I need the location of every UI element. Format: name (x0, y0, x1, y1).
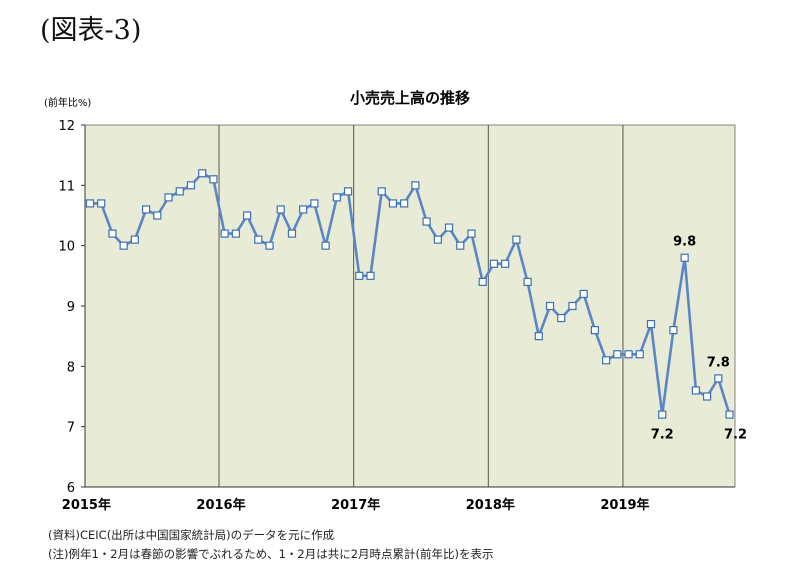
data-point (545, 301, 555, 311)
data-point (646, 320, 656, 329)
x-tick-label: 2015年 (62, 497, 111, 513)
x-tick-label: 2017年 (331, 497, 380, 513)
x-tick-label: 2018年 (466, 497, 515, 513)
data-point (467, 229, 476, 238)
data-point (377, 187, 386, 196)
data-label: 7.2 (651, 428, 674, 443)
data-label: 7.8 (707, 355, 730, 370)
data-point (97, 199, 106, 208)
data-point (355, 271, 364, 280)
data-point (164, 193, 173, 202)
data-point (512, 235, 521, 244)
footnote: (注)例年1・2月は春節の影響でぶれるため、1・2月は共に2月時点累計(前年比)… (48, 547, 494, 561)
data-point (198, 169, 207, 178)
data-point (557, 313, 566, 323)
data-point (534, 332, 543, 341)
data-point (501, 259, 510, 268)
data-label: 7.2 (724, 428, 747, 443)
data-point (422, 217, 431, 226)
y-tick-label: 9 (67, 300, 75, 315)
data-point (568, 301, 577, 311)
data-point (276, 205, 285, 214)
data-point (400, 199, 409, 208)
y-tick-label: 11 (58, 179, 75, 194)
data-point (265, 241, 274, 250)
data-point (119, 241, 128, 250)
data-point (444, 223, 454, 232)
y-tick-label: 8 (67, 360, 75, 375)
data-point (343, 187, 353, 196)
data-point (175, 187, 184, 196)
series-line (90, 172, 731, 416)
data-point (624, 350, 633, 359)
data-point (186, 181, 196, 190)
x-tick-label: 2016年 (196, 497, 245, 513)
data-point (321, 241, 330, 250)
y-axis-unit-label: (前年比%) (44, 96, 91, 109)
data-point (433, 235, 442, 244)
source-note: (資料)CEIC(出所は中国国家統計局)のデータを元に作成 (48, 528, 335, 542)
y-tick-label: 7 (67, 421, 75, 436)
data-point (714, 374, 723, 383)
data-point (299, 205, 308, 214)
x-tick-label: 2019年 (600, 497, 649, 513)
chart-title: 小売売上高の推移 (350, 89, 470, 107)
data-point (231, 229, 240, 238)
data-point (489, 259, 499, 268)
y-tick-label: 12 (58, 119, 75, 134)
data-point (130, 235, 139, 244)
data-point (254, 235, 263, 244)
data-point (388, 199, 398, 208)
data-point (523, 277, 532, 286)
data-point (209, 175, 218, 184)
data-point (613, 350, 622, 359)
data-point (287, 229, 297, 238)
data-point (366, 271, 375, 280)
y-tick-label: 6 (67, 481, 75, 496)
data-point (456, 241, 465, 250)
data-point (602, 356, 611, 365)
y-tick-label: 10 (58, 240, 75, 255)
data-point (702, 392, 712, 401)
data-point (153, 211, 162, 220)
data-point (579, 289, 588, 299)
data-point (680, 253, 689, 262)
data-point (590, 326, 600, 335)
data-point (478, 277, 487, 286)
figure-label: (図表-3) (40, 15, 142, 46)
data-point (669, 326, 678, 335)
data-point (310, 199, 319, 208)
data-point (411, 181, 420, 190)
data-point (635, 350, 644, 359)
data-point (242, 211, 252, 220)
data-point (658, 410, 667, 419)
data-point (220, 229, 229, 238)
data-point (332, 193, 341, 202)
data-point (725, 410, 734, 419)
data-point (85, 199, 95, 208)
data-point (691, 386, 700, 395)
data-label: 9.8 (673, 235, 696, 250)
data-point (142, 205, 151, 214)
plot-area (84, 124, 736, 488)
data-point (108, 229, 117, 238)
